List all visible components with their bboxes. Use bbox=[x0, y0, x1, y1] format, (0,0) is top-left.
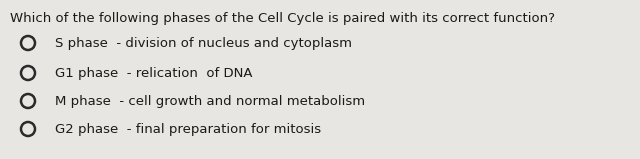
Text: G2 phase  - final preparation for mitosis: G2 phase - final preparation for mitosis bbox=[55, 122, 321, 135]
Text: S phase  - division of nucleus and cytoplasm: S phase - division of nucleus and cytopl… bbox=[55, 37, 352, 49]
Text: Which of the following phases of the Cell Cycle is paired with its correct funct: Which of the following phases of the Cel… bbox=[10, 12, 555, 25]
Text: M phase  - cell growth and normal metabolism: M phase - cell growth and normal metabol… bbox=[55, 94, 365, 107]
Text: G1 phase  - relication  of DNA: G1 phase - relication of DNA bbox=[55, 66, 253, 80]
